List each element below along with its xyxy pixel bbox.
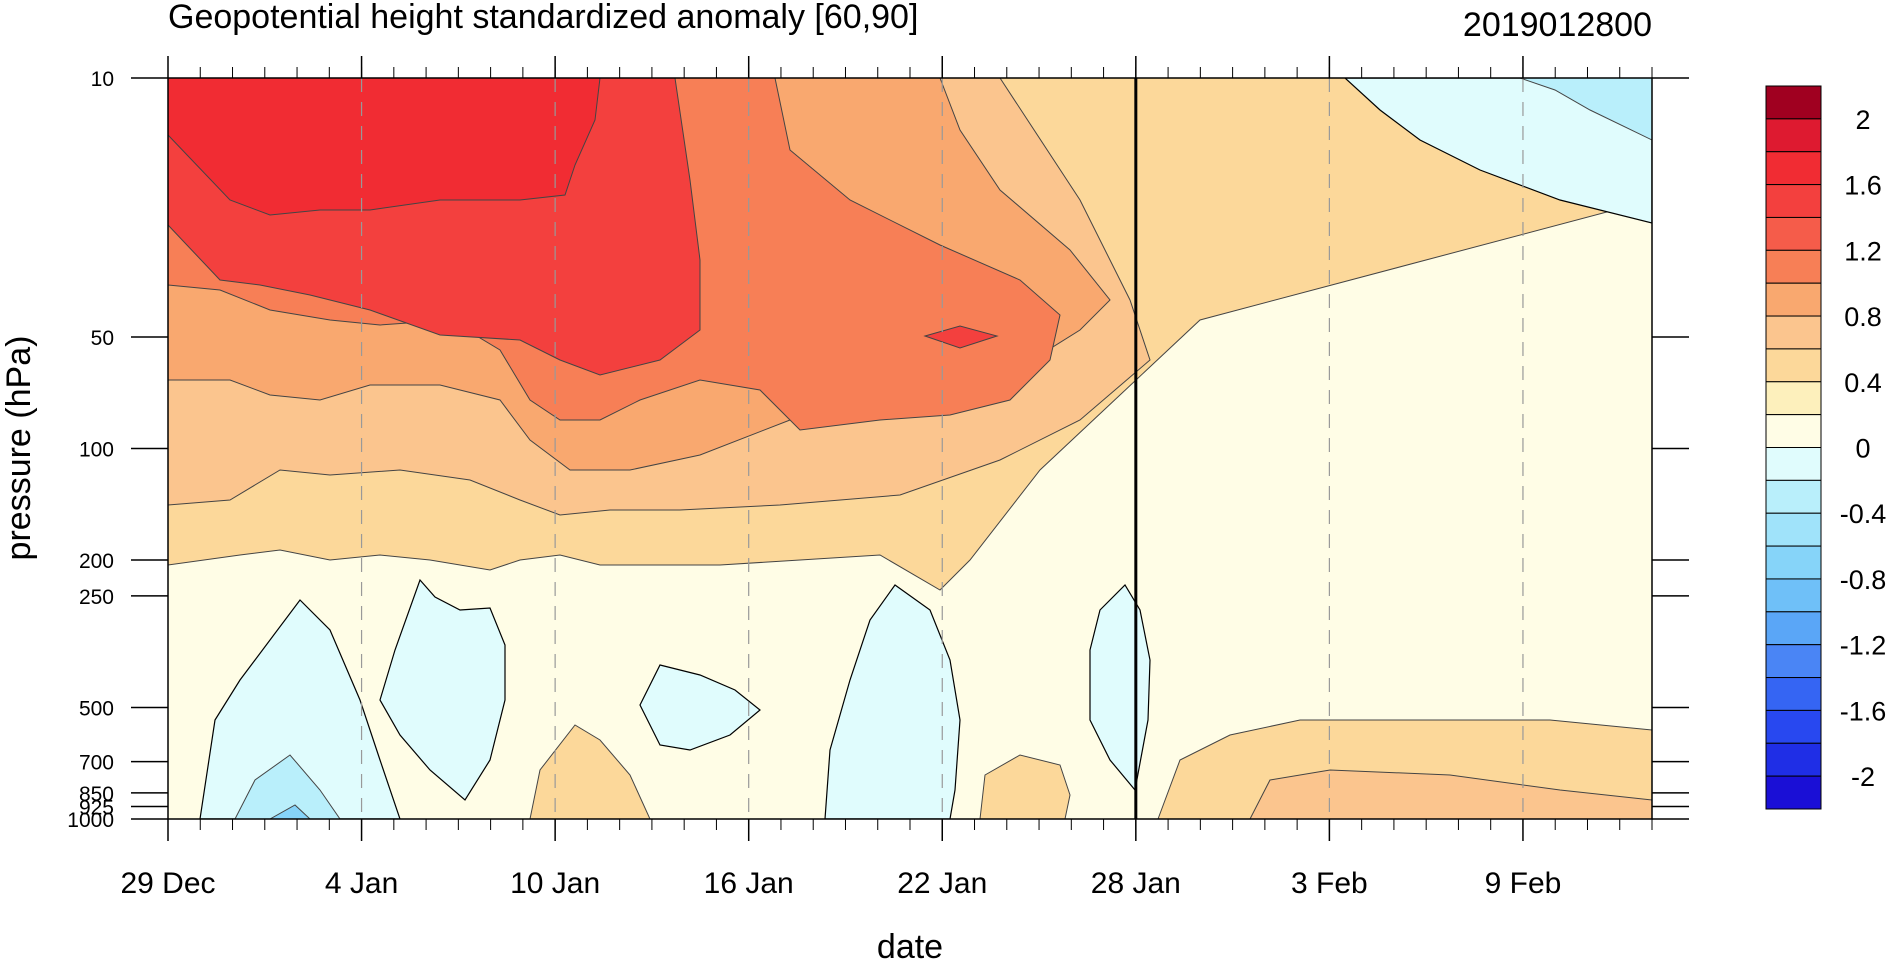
run-label: 2019012800 [1463,6,1652,44]
colorbar-swatch [1765,118,1822,153]
fill-warm-pocket-1 [529,724,651,819]
y-tick-label: 850 [79,783,114,806]
colorbar-label: 0 [1855,434,1870,464]
colorbar-label: -2 [1851,762,1875,792]
colorbar-swatch [1765,775,1822,810]
colorbar-swatch [1765,381,1822,416]
colorbar-label: 1.2 [1844,236,1882,266]
fill-neg-upper-right-2 [1519,78,1652,141]
colorbar-swatch [1765,742,1822,777]
fill-neg-pocket-1b [234,754,341,819]
fill-neg-pocket-2 [379,578,506,801]
colorbar-swatch [1765,315,1822,350]
x-tick-label: 28 Jan [1091,867,1181,900]
colorbar-swatch [1765,447,1822,481]
colorbar-swatch [1765,611,1822,646]
fill-neg-pocket-3 [639,664,761,751]
colorbar-swatch [1765,512,1822,547]
y-tick-label: 100 [79,439,114,462]
fill-neg-pocket-1c [268,804,311,819]
colorbar-swatch [1765,85,1822,120]
y-tick-label: 700 [79,752,114,775]
y-tick-label: 500 [79,697,114,720]
y-tick-label: 250 [79,586,114,609]
colorbar-swatch [1765,216,1822,251]
colorbar-swatch [1765,677,1822,711]
y-tick-label: 925 [79,796,114,819]
fill-neg-pocket-4 [824,584,961,819]
fill-right-warm-2 [1249,769,1652,819]
colorbar-swatch [1765,249,1822,284]
y-tick-label: 1000 [67,809,114,832]
fill-diamond [923,325,999,349]
chart-title: Geopotential height standardized anomaly… [168,0,918,36]
fill-neg-upper-right [1344,78,1652,224]
colorbar-label: -1.2 [1840,631,1887,661]
y-axis-label: pressure (hPa) [0,336,38,561]
colorbar-label: -0.8 [1840,565,1887,595]
colorbar-label: -0.4 [1840,499,1887,529]
colorbar-swatch [1765,151,1822,186]
x-tick-label: 9 Feb [1485,867,1562,900]
colorbar-label: 2 [1855,105,1870,135]
colorbar-swatch [1765,282,1822,317]
colorbar-label: 0.8 [1844,302,1882,332]
colorbar-label: 0.4 [1844,368,1882,398]
fill-neg-pocket-1 [199,599,401,819]
colorbar-swatch [1765,578,1822,613]
colorbar-swatch [1765,184,1822,218]
fill-band-14 [168,78,601,216]
x-tick-label: 3 Feb [1291,867,1368,900]
y-tick-label: 50 [91,327,114,350]
x-tick-label: 29 Dec [120,867,215,900]
x-tick-label: 4 Jan [325,867,398,900]
colorbar-swatch [1765,709,1822,744]
x-tick-label: 22 Jan [897,867,987,900]
x-axis: 29 Dec 4 Jan 10 Jan 16 Jan 22 Jan 28 Jan 3 Feb… [120,56,1653,900]
y-tick-label: 200 [79,550,114,573]
colorbar-label: -1.6 [1840,696,1887,726]
colorbar-swatch [1765,545,1822,580]
colorbar-swatch [1765,644,1822,679]
fill-warm-pocket-2 [979,754,1071,819]
y-tick-label: 10 [91,68,114,91]
contour-fills [168,78,1652,819]
x-axis-label: date [877,928,943,963]
colorbar-swatch [1765,414,1822,448]
colorbar-label: 1.6 [1844,171,1882,201]
x-tick-label: 10 Jan [510,867,600,900]
colorbar-swatch [1765,479,1822,514]
colorbar: 2 1.6 1.2 0.8 0.4 0 -0.4 -0.8 -1.2 -1.6 -2 [1765,85,1887,810]
colorbar-swatch [1765,348,1822,383]
x-tick-label: 16 Jan [704,867,794,900]
